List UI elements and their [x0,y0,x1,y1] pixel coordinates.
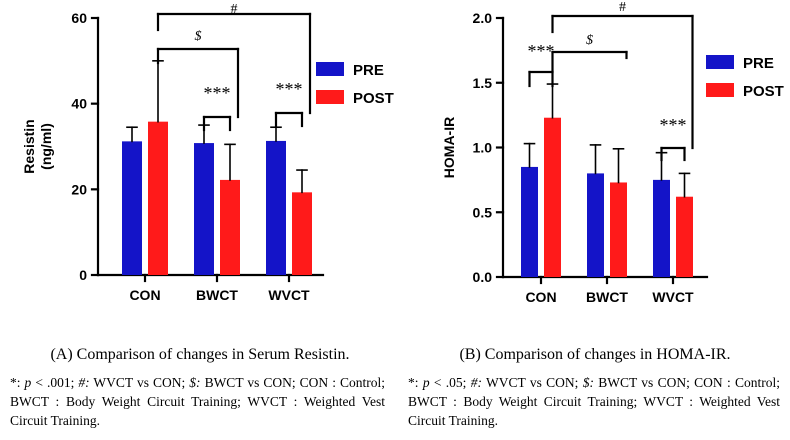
panel-b-y-tick-label: 0.5 [473,204,493,220]
panel-b-y-tick-label: 1.5 [473,75,493,91]
panel-b-bar-post [676,196,693,277]
panel-b-sig-label: *** [528,41,555,61]
panel-a-legend-label-post: POST [353,90,394,107]
caption-b-hash: #: [466,375,482,390]
panel-a-bar-pre [122,141,142,275]
panel-a-y-axis-label: (ng/ml) [38,123,54,170]
panel-a-bar-pre [266,140,286,275]
panel-b-bar-pre [521,166,538,277]
panel-a-legend-label-pre: PRE [353,62,384,79]
panel-a-bar-post [220,179,240,275]
panel-b-x-tick-label: CON [525,289,556,305]
panel-a-bar-pre [194,143,214,275]
panel-b-legend-swatch-pre [706,55,734,69]
caption-b-note: *: p < .05; #: WVCT vs CON; $: BWCT vs C… [408,373,780,430]
panel-b-x-tick-label: BWCT [586,289,628,305]
panel-b-between-label: # [619,0,626,15]
caption-b-p: p [422,375,430,390]
panel-a-legend-swatch-pre [316,62,344,76]
panel-b-y-axis-label: HOMA-IR [441,117,457,178]
caption-a-rest1: WVCT vs CON; [89,375,186,390]
panel-a-sig-label: *** [204,83,231,103]
panel-b-bar-post [544,117,561,277]
panel-b-y-tick-label: 2.0 [473,10,493,26]
panel-b-bar-pre [653,179,670,277]
panel-a-x-tick-label: CON [129,287,160,303]
panel-a-legend-swatch-post [316,90,344,104]
panel-a-bar-post [148,121,168,275]
panel-a-x-tick-label: WVCT [268,287,310,303]
panel-a-sig-label: *** [276,79,303,99]
caption-a-threshold: < .001; [31,375,75,390]
panel-a-between-label: $ [195,29,202,44]
caption-b-star: *: [408,375,419,390]
panel-b-legend-label-pre: PRE [743,55,774,72]
caption-b-title: (B) Comparison of changes in HOMA-IR. [459,346,731,363]
panel-b-y-tick-label: 0.0 [473,269,493,285]
panel-b-between-label: $ [586,33,593,48]
panel-b-legend-label-post: POST [743,83,784,100]
panel-a-bar-post [292,192,312,275]
caption-a-dollar: $: [185,375,201,390]
panel-a-between-label: # [231,2,238,17]
panel-b-y-tick-label: 1.0 [473,140,493,156]
caption-b-rest2: BWCT vs CON; CON : Control; BWCT : Body … [408,375,780,428]
panel-a-y-tick-label: 60 [71,10,87,26]
panel-a-y-axis-label: Resistin [21,119,37,173]
caption-b-dollar: $: [578,375,594,390]
panel-b-bar-post [610,182,627,277]
caption-a-note: *: p < .001; #: WVCT vs CON; $: BWCT vs … [10,373,385,430]
panel-a-y-tick-label: 0 [79,267,87,283]
figure: 0 20 40 60 CON BWCT WVCT Resistin (ng/ml) PRE POST… [21,0,784,305]
panel-b-x-tick-label: WVCT [652,289,694,305]
panel-a-x-tick-label: BWCT [196,287,238,303]
panel-a-y-tick-label: 40 [71,96,87,112]
panel-a-y-tick-label: 20 [71,181,87,197]
panel-b-legend-swatch-post [706,83,734,97]
caption-a-rest2: BWCT vs CON; CON : Control; BWCT : Body … [10,375,385,428]
caption-b-rest1: WVCT vs CON; [481,375,579,390]
caption-a-hash: #: [74,375,90,390]
panel-b-bar-pre [587,173,604,277]
caption-a-star: *: [10,375,21,390]
panel-b-sig-label: *** [660,115,687,135]
caption-a-p: p [24,375,32,390]
caption-b-threshold: < .05; [429,375,467,390]
caption-a-title: (A) Comparison of changes in Serum Resis… [50,346,350,363]
